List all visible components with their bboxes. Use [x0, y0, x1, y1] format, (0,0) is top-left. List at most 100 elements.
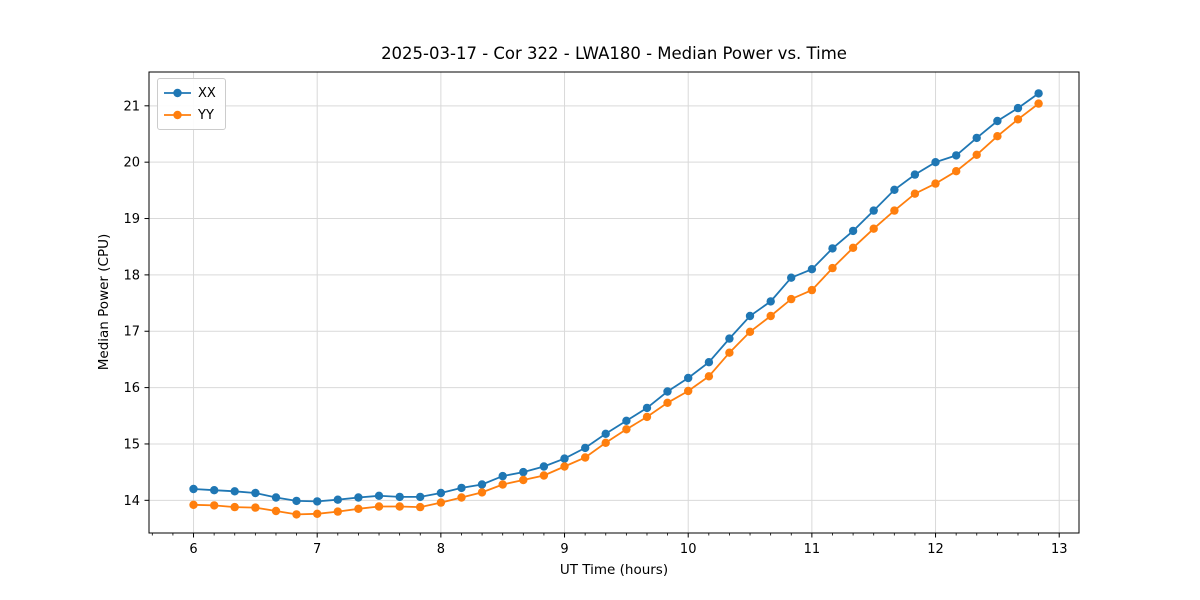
series-xx-point [931, 158, 940, 167]
legend-entry-xx: XX [164, 82, 216, 104]
y-tick-label: 16 [123, 381, 140, 396]
series-xx-point [993, 116, 1002, 126]
y-tick-label: 19 [123, 212, 140, 227]
series-yy-point [972, 150, 981, 159]
series-yy-point [910, 189, 920, 198]
legend-entry-yy: YY [164, 104, 216, 126]
series-yy-point [601, 438, 610, 447]
series-yy-point [807, 285, 817, 295]
legend: XX YY [157, 78, 226, 130]
series-yy-point [725, 348, 734, 357]
series-xx-point [725, 334, 734, 343]
series-xx-point [869, 206, 878, 215]
x-axis-label: UT Time (hours) [559, 562, 669, 578]
legend-label: YY [198, 107, 214, 123]
series-xx-point [622, 416, 631, 425]
x-tick-label: 9 [560, 542, 568, 557]
series-xx-point [395, 492, 404, 502]
x-tick-label: 8 [437, 542, 445, 557]
series-xx-point [910, 170, 920, 179]
series-xx-point [1013, 103, 1023, 113]
series-yy-point [745, 327, 755, 336]
series-xx-line [193, 92, 1040, 503]
series-xx-point [828, 244, 837, 253]
series-yy-point [931, 179, 940, 188]
series-xx-point [745, 311, 755, 321]
series-yy-point [787, 294, 796, 304]
legend-marker-icon [164, 110, 191, 120]
series-xx-point [498, 471, 507, 481]
series-xx-point [663, 387, 672, 396]
series-xx-point [890, 185, 899, 194]
series-yy-point [354, 504, 363, 513]
series-yy-point [704, 372, 714, 381]
series-yy-line [193, 102, 1040, 516]
series-xx-point [519, 467, 528, 477]
series-yy-point [869, 224, 878, 233]
series-yy-point [993, 132, 1002, 141]
series-yy-point [436, 498, 446, 507]
series-xx-point [952, 151, 961, 160]
series-xx-point [374, 491, 384, 500]
y-tick-label: 17 [123, 325, 140, 340]
series-xx-point [1034, 89, 1043, 98]
series-xx-point [416, 492, 425, 502]
x-tick-label: 13 [1051, 542, 1068, 557]
series-xx-point [972, 133, 981, 143]
series-xx-point [189, 484, 198, 494]
series-xx-point [581, 443, 590, 453]
series-yy-point [271, 506, 281, 516]
y-tick-label: 15 [123, 437, 140, 452]
series-yy-point [374, 502, 384, 511]
series-xx-point [354, 493, 363, 502]
series-yy-point [766, 311, 775, 321]
series-xx-point [787, 273, 796, 282]
series-yy-point [622, 425, 631, 434]
series-xx-point [848, 226, 858, 236]
series-yy-point [828, 263, 837, 273]
series-yy-point [848, 243, 858, 252]
series-yy-point [684, 386, 693, 396]
x-tick-label: 7 [313, 542, 321, 557]
y-tick-label: 14 [123, 494, 140, 509]
series-yy-point [251, 503, 260, 512]
series-yy-point [519, 475, 528, 485]
series-xx-point [210, 486, 219, 495]
series-yy-point [189, 500, 198, 509]
series-yy-point [477, 488, 487, 497]
x-tick-label: 11 [804, 542, 821, 557]
series-xx-point [292, 496, 301, 506]
series-yy-point [333, 507, 342, 516]
series-xx-point [642, 403, 652, 413]
series-yy-point [498, 480, 507, 489]
series-yy-point [210, 501, 219, 510]
series-yy-point [890, 206, 899, 215]
series-xx-point [251, 488, 260, 498]
series-xx-point [230, 487, 239, 496]
y-tick-label: 18 [123, 268, 140, 283]
y-axis-label: Median Power (CPU) [96, 233, 112, 371]
series-yy-point [292, 510, 301, 519]
series-yy-point [457, 493, 466, 502]
series-xx-point [457, 483, 466, 493]
series-xx-point [333, 495, 342, 504]
plot-frame [148, 71, 1080, 534]
series-xx-point [807, 265, 817, 274]
series-yy-point [313, 509, 322, 518]
series-xx-point [313, 497, 322, 506]
series-yy-point [642, 412, 652, 422]
series-xx-point [601, 429, 610, 438]
series-xx-point [560, 454, 569, 463]
x-tick-label: 6 [189, 542, 197, 557]
series-xx-point [436, 488, 446, 498]
legend-label: XX [198, 85, 216, 101]
legend-marker-icon [164, 88, 191, 98]
series-yy-point [1034, 99, 1043, 108]
series-xx-point [766, 297, 775, 306]
chart-title: 2025-03-17 - Cor 322 - LWA180 - Median P… [381, 44, 847, 63]
series-xx-point [271, 493, 281, 502]
series-xx-point [539, 462, 549, 471]
series-yy-point [395, 502, 404, 511]
